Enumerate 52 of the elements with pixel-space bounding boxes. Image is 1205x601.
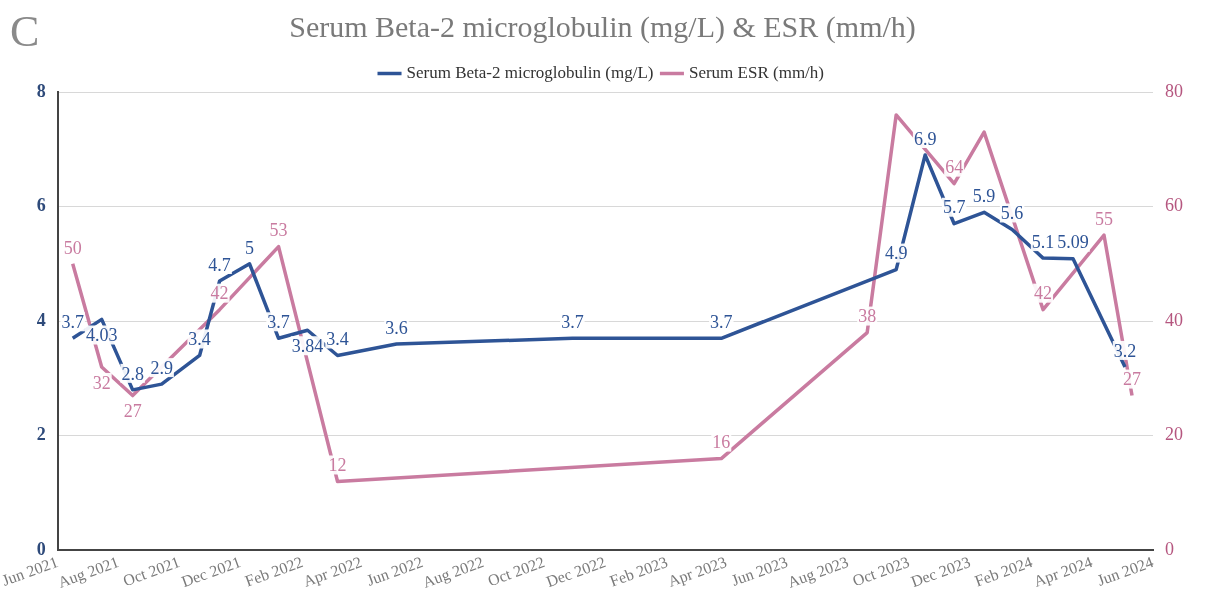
data-label: 2.8 [121, 363, 144, 384]
data-label: 3.7 [710, 312, 733, 333]
y-tick-label: 8 [36, 80, 46, 101]
data-label: 64 [945, 157, 964, 178]
y2-tick-label: 20 [1165, 424, 1183, 445]
chart-title: Serum Beta-2 microglobulin (mg/L) & ESR (mm/h) [289, 10, 916, 43]
data-label: 5.9 [972, 186, 996, 207]
x-tick-label: Jun 2022 [364, 553, 425, 589]
data-label: 5.7 [942, 197, 966, 218]
data-label: 3.2 [1113, 340, 1137, 361]
data-label: 42 [210, 283, 229, 304]
legend-label: Serum Beta-2 microglobulin (mg/L) [406, 62, 654, 82]
data-label: 3.6 [385, 317, 408, 338]
data-label: 16 [712, 432, 731, 453]
data-label: 2.9 [150, 357, 173, 378]
x-tick-label: Jun 2023 [729, 553, 790, 589]
data-label: 27 [123, 401, 142, 422]
data-label: 4.9 [884, 243, 908, 264]
data-label: 3.84 [291, 336, 324, 357]
y2-tick-label: 0 [1165, 538, 1174, 559]
data-label: 55 [1095, 208, 1114, 229]
data-label: 32 [92, 372, 111, 393]
data-label: 6.9 [913, 128, 937, 149]
data-label: 38 [858, 306, 877, 327]
data-label: 12 [328, 455, 347, 476]
data-label: 3.4 [326, 329, 349, 350]
data-label: 27 [1123, 369, 1142, 390]
x-tick-label: Feb 2022 [242, 553, 306, 590]
data-label: 50 [63, 237, 82, 258]
data-label: 4.7 [208, 254, 231, 275]
data-label: 3.4 [188, 329, 211, 350]
text: C [10, 6, 40, 57]
data-label: 5 [245, 237, 255, 258]
data-label: 4.03 [85, 325, 118, 346]
x-tick-label: Feb 2023 [607, 553, 670, 590]
y-tick-label: 2 [36, 424, 46, 445]
y-tick-label: 6 [36, 195, 46, 216]
data-label: 53 [269, 220, 288, 241]
data-label: 3.7 [61, 312, 84, 333]
y2-tick-label: 40 [1165, 309, 1183, 330]
y2-tick-label: 60 [1165, 195, 1183, 216]
data-label: 5.1 [1031, 231, 1055, 252]
data-label: 3.7 [267, 312, 290, 333]
y-tick-label: 4 [36, 309, 46, 330]
data-label: 5.6 [1000, 203, 1024, 224]
data-label: 5.09 [1057, 232, 1089, 253]
y2-tick-label: 80 [1165, 80, 1183, 101]
data-label: 42 [1034, 283, 1053, 304]
y-tick-label: 0 [36, 538, 46, 559]
x-tick-label: Jun 2024 [1094, 553, 1156, 589]
data-label: 3.7 [561, 312, 584, 333]
legend-label: Serum ESR (mm/h) [688, 62, 824, 82]
